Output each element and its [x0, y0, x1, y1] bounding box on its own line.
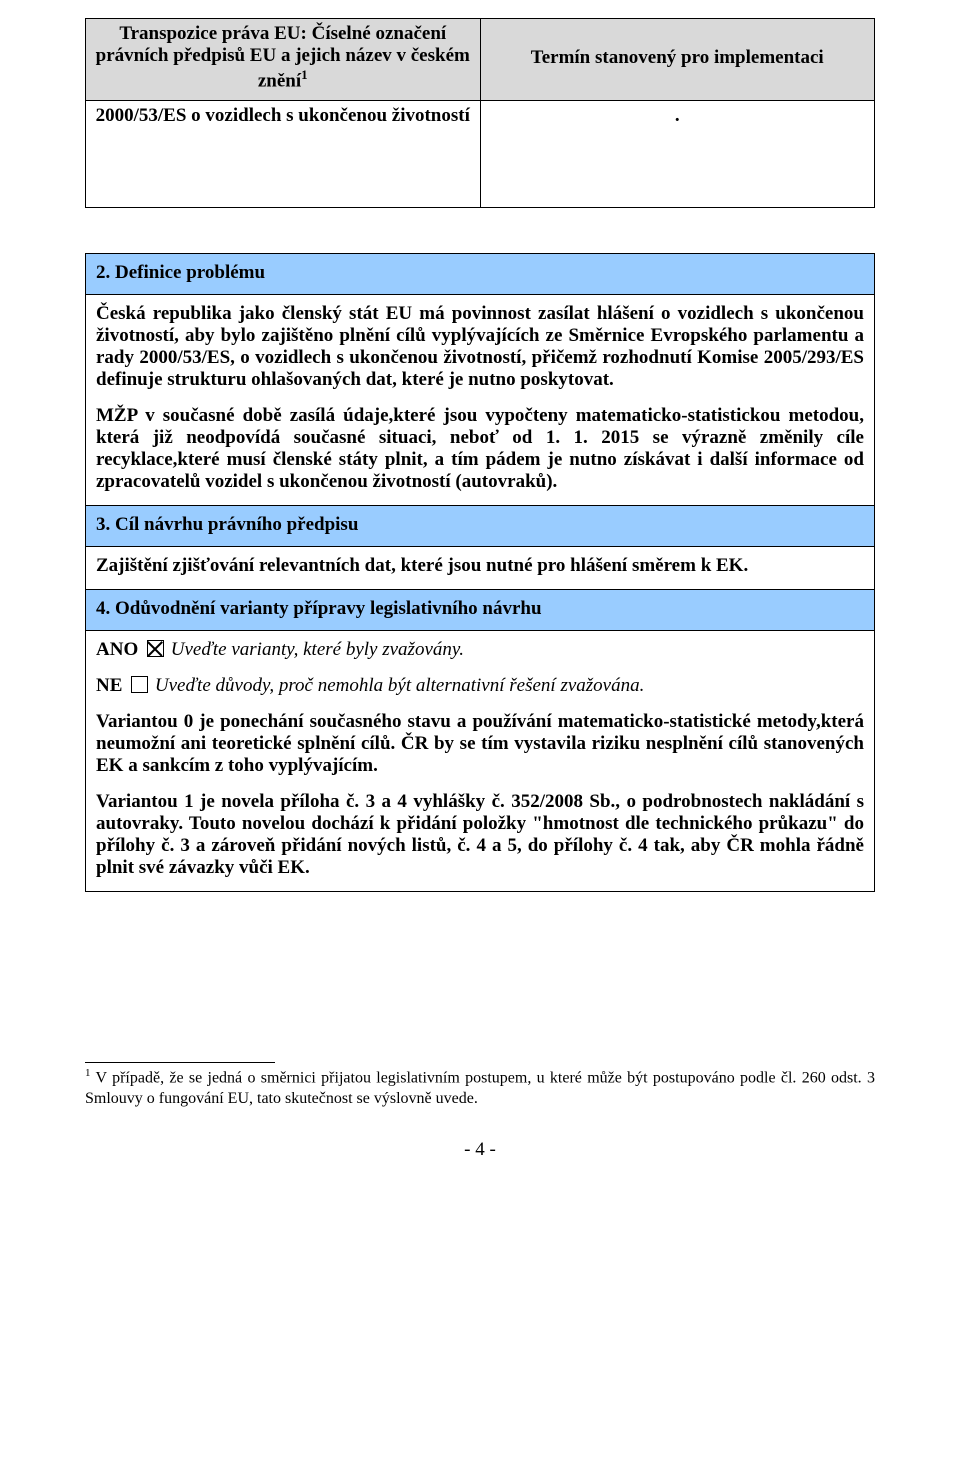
footnote-separator: [85, 1062, 275, 1063]
transposition-col1-header: Transpozice práva EU: Číselné označení p…: [86, 19, 481, 101]
ano-checkbox[interactable]: [147, 640, 164, 657]
deadline-value: .: [675, 105, 680, 126]
variant-0-text: Variantou 0 je ponechání současného stav…: [96, 711, 864, 777]
section-2-p1: Česká republika jako členský stát EU má …: [96, 303, 864, 391]
section-2-header: 2. Definice problému: [86, 254, 875, 295]
document-page: Transpozice práva EU: Číselné označení p…: [0, 0, 960, 1181]
section-2-title: 2. Definice problému: [96, 262, 265, 283]
footnote: 1 V případě, že se jedná o směrnici přij…: [85, 1067, 875, 1108]
section-4-body: ANO Uveďte varianty, které byly zvažován…: [86, 631, 875, 892]
section-2-p2: MŽP v současné době zasílá údaje,které j…: [96, 405, 864, 493]
option-ano-row: ANO Uveďte varianty, které byly zvažován…: [96, 639, 864, 661]
section-2-body: Česká republika jako členský stát EU má …: [86, 295, 875, 506]
transposition-row1-left: 2000/53/ES o vozidlech s ukončenou život…: [86, 101, 481, 208]
footnote-ref: 1: [301, 67, 308, 82]
option-ne-row: NE Uveďte důvody, proč nemohla být alter…: [96, 675, 864, 697]
ano-text: Uveďte varianty, které byly zvažovány.: [171, 639, 464, 660]
ne-label: NE: [96, 675, 122, 696]
section-3-body: Zajištění zjišťování relevantních dat, k…: [86, 547, 875, 590]
section-4-title: 4. Odůvodnění varianty přípravy legislat…: [96, 598, 542, 619]
section-3-title: 3. Cíl návrhu právního předpisu: [96, 514, 358, 535]
spacer: [85, 208, 875, 253]
ne-text: Uveďte důvody, proč nemohla být alternat…: [155, 675, 644, 696]
transposition-row1-right: .: [480, 101, 875, 208]
section-4-header: 4. Odůvodnění varianty přípravy legislat…: [86, 590, 875, 631]
ano-label: ANO: [96, 639, 138, 660]
transposition-col2-header-text: Termín stanovený pro implementaci: [531, 47, 824, 68]
footnote-text: V případě, že se jedná o směrnici přijat…: [85, 1070, 875, 1107]
transposition-table: Transpozice práva EU: Číselné označení p…: [85, 18, 875, 208]
section-3-text: Zajištění zjišťování relevantních dat, k…: [96, 555, 864, 577]
main-table: 2. Definice problému Česká republika jak…: [85, 253, 875, 892]
page-number: - 4 -: [85, 1139, 875, 1161]
variant-1-text: Variantou 1 je novela příloha č. 3 a 4 v…: [96, 791, 864, 879]
directive-label: 2000/53/ES o vozidlech s ukončenou život…: [96, 105, 470, 126]
transposition-col2-header: Termín stanovený pro implementaci: [480, 19, 875, 101]
section-3-header: 3. Cíl návrhu právního předpisu: [86, 506, 875, 547]
transposition-col1-header-text: Transpozice práva EU: Číselné označení p…: [96, 23, 470, 91]
ne-checkbox[interactable]: [131, 676, 148, 693]
